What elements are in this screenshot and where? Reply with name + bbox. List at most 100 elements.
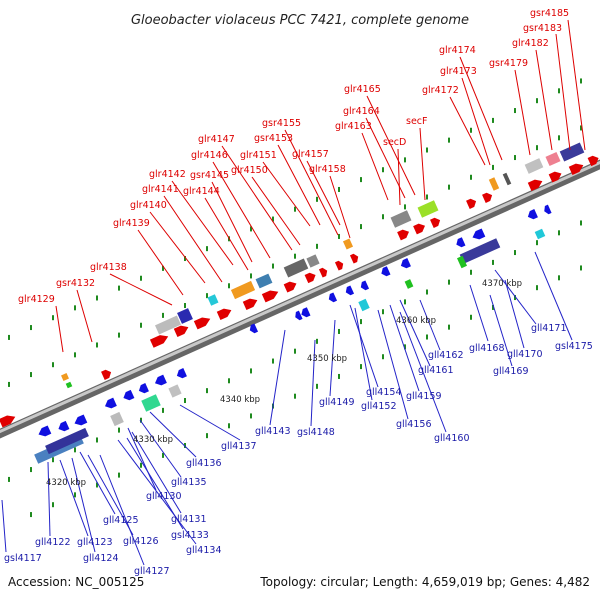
reverse-gene-arrow — [38, 425, 52, 437]
gene-label[interactable]: gsl4175 — [555, 341, 593, 352]
gene-label[interactable]: glr4164 — [343, 106, 380, 117]
gene-label[interactable]: gsr4179 — [489, 58, 528, 69]
gene-domain-box — [65, 381, 73, 389]
gene-label[interactable]: gll4168 — [469, 343, 505, 354]
gene-label[interactable]: gsr4155 — [262, 118, 301, 129]
gene-label[interactable]: gll4162 — [428, 350, 464, 361]
guide-dot — [162, 452, 164, 458]
gene-label[interactable]: gll4156 — [396, 419, 432, 430]
guide-dot — [514, 250, 516, 256]
gene-label[interactable]: gll4149 — [319, 397, 355, 408]
guide-dot — [140, 462, 142, 468]
gene-label[interactable]: glr4129 — [18, 294, 55, 305]
gene-label[interactable]: secF — [406, 116, 427, 127]
gene-label[interactable]: gll4159 — [406, 391, 442, 402]
guide-dot — [360, 319, 362, 325]
gene-label[interactable]: gll4161 — [418, 365, 454, 376]
gene-label[interactable]: gll4124 — [83, 553, 119, 564]
gene-label[interactable]: glr4147 — [198, 134, 235, 145]
leader-line — [127, 427, 157, 491]
forward-gene-arrow — [527, 179, 543, 191]
gene-label[interactable]: gll4130 — [146, 491, 182, 502]
leader-line — [399, 299, 431, 367]
gene-domain-box — [141, 394, 161, 412]
guide-dot — [338, 328, 340, 334]
gene-label[interactable]: gll4169 — [493, 366, 529, 377]
guide-dot — [8, 381, 10, 387]
gene-label[interactable]: gll4123 — [77, 537, 113, 548]
gene-domain-box — [358, 298, 370, 312]
gene-label[interactable]: gll4154 — [366, 387, 402, 398]
guide-dot — [294, 348, 296, 354]
gene-label[interactable]: glr4151 — [240, 150, 277, 161]
gene-label[interactable]: gll4136 — [186, 458, 222, 469]
gene-label[interactable]: gll4137 — [221, 441, 257, 452]
gene-label[interactable]: gll4127 — [134, 566, 170, 577]
leader-line — [399, 311, 447, 433]
forward-gene-arrow — [349, 253, 359, 264]
gene-label[interactable]: glr4142 — [149, 169, 186, 180]
gene-label[interactable]: gll4122 — [35, 537, 71, 548]
guide-dot — [184, 443, 186, 449]
gene-label[interactable]: glr4140 — [130, 200, 167, 211]
gene-label[interactable]: secD — [383, 137, 406, 148]
forward-gene-arrow — [242, 298, 258, 310]
gene-label[interactable]: glr4165 — [344, 84, 381, 95]
leader-line — [149, 211, 206, 284]
gene-label[interactable]: gll4134 — [186, 545, 222, 556]
leader-line — [55, 305, 64, 353]
guide-dot — [272, 216, 274, 222]
gene-label[interactable]: glr4182 — [512, 38, 549, 49]
gene-label[interactable]: gsl4117 — [4, 553, 42, 564]
leader-line — [397, 148, 401, 206]
gene-label[interactable]: gll4131 — [171, 514, 207, 525]
reverse-gene-arrow — [74, 414, 88, 426]
leader-line — [361, 132, 389, 201]
gene-domain-box — [545, 151, 561, 167]
guide-dot — [8, 476, 10, 482]
gene-label[interactable]: gsr4132 — [56, 278, 95, 289]
gene-label[interactable]: gsl4148 — [297, 427, 335, 438]
gene-label[interactable]: glr4173 — [440, 66, 477, 77]
gene-label[interactable]: glr4174 — [439, 45, 476, 56]
gene-label[interactable]: gll4125 — [103, 515, 139, 526]
guide-dot — [536, 145, 538, 151]
gene-label[interactable]: gll4160 — [434, 433, 470, 444]
guide-dot — [470, 127, 472, 133]
gene-label[interactable]: glr4150 — [231, 165, 268, 176]
gene-label[interactable]: glr4146 — [191, 150, 228, 161]
gene-label[interactable]: glr4158 — [309, 164, 346, 175]
guide-dot — [228, 283, 230, 289]
gene-label[interactable]: glr4144 — [183, 186, 220, 197]
leader-line — [139, 419, 182, 478]
guide-dot — [74, 447, 76, 453]
gene-label[interactable]: glr4139 — [113, 218, 150, 229]
guide-dot — [294, 206, 296, 212]
reverse-gene-arrow — [176, 368, 187, 379]
guide-dot — [360, 177, 362, 183]
gene-label[interactable]: gll4143 — [255, 426, 291, 437]
gene-label[interactable]: gll4135 — [171, 477, 207, 488]
guide-dot — [228, 423, 230, 429]
gene-label[interactable]: gsr4145 — [190, 170, 229, 181]
gene-label[interactable]: glr4172 — [422, 85, 459, 96]
guide-dot — [514, 155, 516, 161]
gene-label[interactable]: gll4170 — [507, 349, 543, 360]
gene-label[interactable]: glr4157 — [292, 149, 329, 160]
gene-label[interactable]: gll4171 — [531, 323, 567, 334]
gene-label[interactable]: gsr4185 — [530, 8, 569, 19]
gene-domain-box — [110, 411, 124, 427]
leader-line — [354, 307, 373, 401]
gene-label[interactable]: glr4163 — [335, 121, 372, 132]
gene-label[interactable]: gsl4133 — [171, 530, 209, 541]
gene-domain-box — [45, 427, 89, 455]
gene-label[interactable]: glr4141 — [142, 184, 179, 195]
gene-label[interactable]: glr4138 — [90, 262, 127, 273]
reverse-gene-arrow — [472, 228, 486, 240]
gene-label[interactable]: gsr4153 — [254, 133, 293, 144]
gene-label[interactable]: gsr4183 — [523, 23, 562, 34]
guide-dot — [492, 117, 494, 123]
leader-line — [99, 454, 145, 566]
gene-label[interactable]: gll4152 — [361, 401, 397, 412]
gene-label[interactable]: gll4126 — [123, 536, 159, 547]
